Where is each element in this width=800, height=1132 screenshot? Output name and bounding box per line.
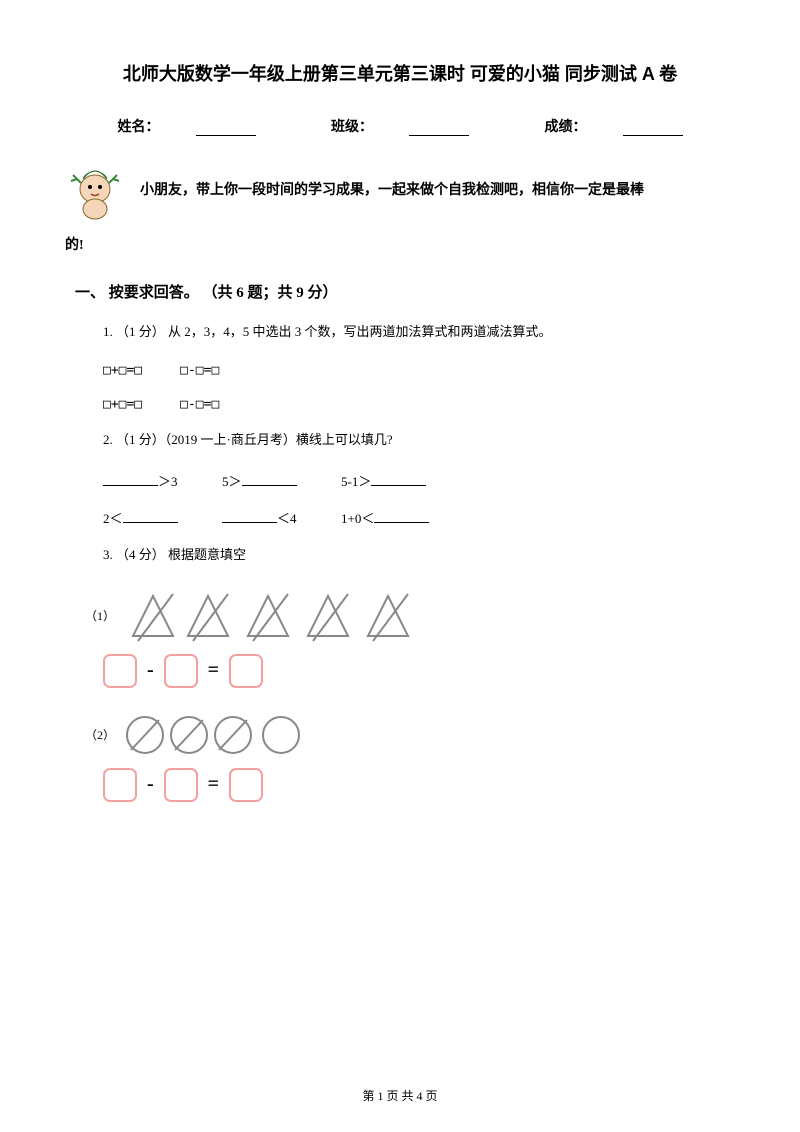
- page-title: 北师大版数学一年级上册第三单元第三课时 可爱的小猫 同步测试 A 卷: [75, 60, 725, 86]
- q2-row1: ＞3 5＞ 5-1＞: [103, 471, 725, 490]
- triangles-icon: [123, 586, 423, 646]
- answer-box[interactable]: [103, 654, 137, 688]
- blank[interactable]: [242, 473, 297, 486]
- q2-text: 2. （1 分）（2019 一上·商丘月考）横线上可以填几?: [103, 430, 725, 451]
- blank[interactable]: [371, 473, 426, 486]
- encouragement-text: 小朋友，带上你一段时间的学习成果，一起来做个自我检测吧，相信你一定是最棒: [140, 174, 725, 208]
- q1-row2: □+□=□□-□=□: [103, 396, 725, 412]
- circles-icon: [123, 710, 323, 760]
- blank[interactable]: [374, 510, 429, 523]
- class-label: 班级：: [313, 120, 487, 135]
- blank[interactable]: [222, 510, 277, 523]
- answer-box[interactable]: [229, 654, 263, 688]
- class-blank[interactable]: [409, 122, 469, 136]
- answer-box[interactable]: [164, 654, 198, 688]
- q3-sub1: （1）: [85, 586, 725, 646]
- name-blank[interactable]: [196, 122, 256, 136]
- page-footer: 第 1 页 共 4 页: [0, 1087, 800, 1104]
- mascot-icon: [65, 161, 125, 221]
- answer-box[interactable]: [103, 768, 137, 802]
- answer-box[interactable]: [229, 768, 263, 802]
- score-blank[interactable]: [623, 122, 683, 136]
- q2-row2: 2＜ ＜4 1+0＜: [103, 508, 725, 527]
- answer-box[interactable]: [164, 768, 198, 802]
- name-label: 姓名：: [100, 120, 274, 135]
- mascot-row: 小朋友，带上你一段时间的学习成果，一起来做个自我检测吧，相信你一定是最棒: [75, 161, 725, 221]
- info-row: 姓名： 班级： 成绩：: [75, 116, 725, 136]
- q3-sub2-eq: - =: [103, 768, 725, 802]
- score-label: 成绩：: [527, 120, 701, 135]
- section-heading: 一、 按要求回答。 （共 6 题；共 9 分）: [75, 281, 725, 302]
- blank[interactable]: [123, 510, 178, 523]
- blank[interactable]: [103, 473, 158, 486]
- q3-sub2: （2）: [85, 710, 725, 760]
- q1-row1: □+□=□□-□=□: [103, 362, 725, 378]
- encouragement-text2: 的!: [65, 229, 725, 263]
- q3-sub1-eq: - =: [103, 654, 725, 688]
- q1-text: 1. （1 分） 从 2，3，4，5 中选出 3 个数，写出两道加法算式和两道减…: [103, 322, 725, 343]
- q3-text: 3. （4 分） 根据题意填空: [103, 545, 725, 566]
